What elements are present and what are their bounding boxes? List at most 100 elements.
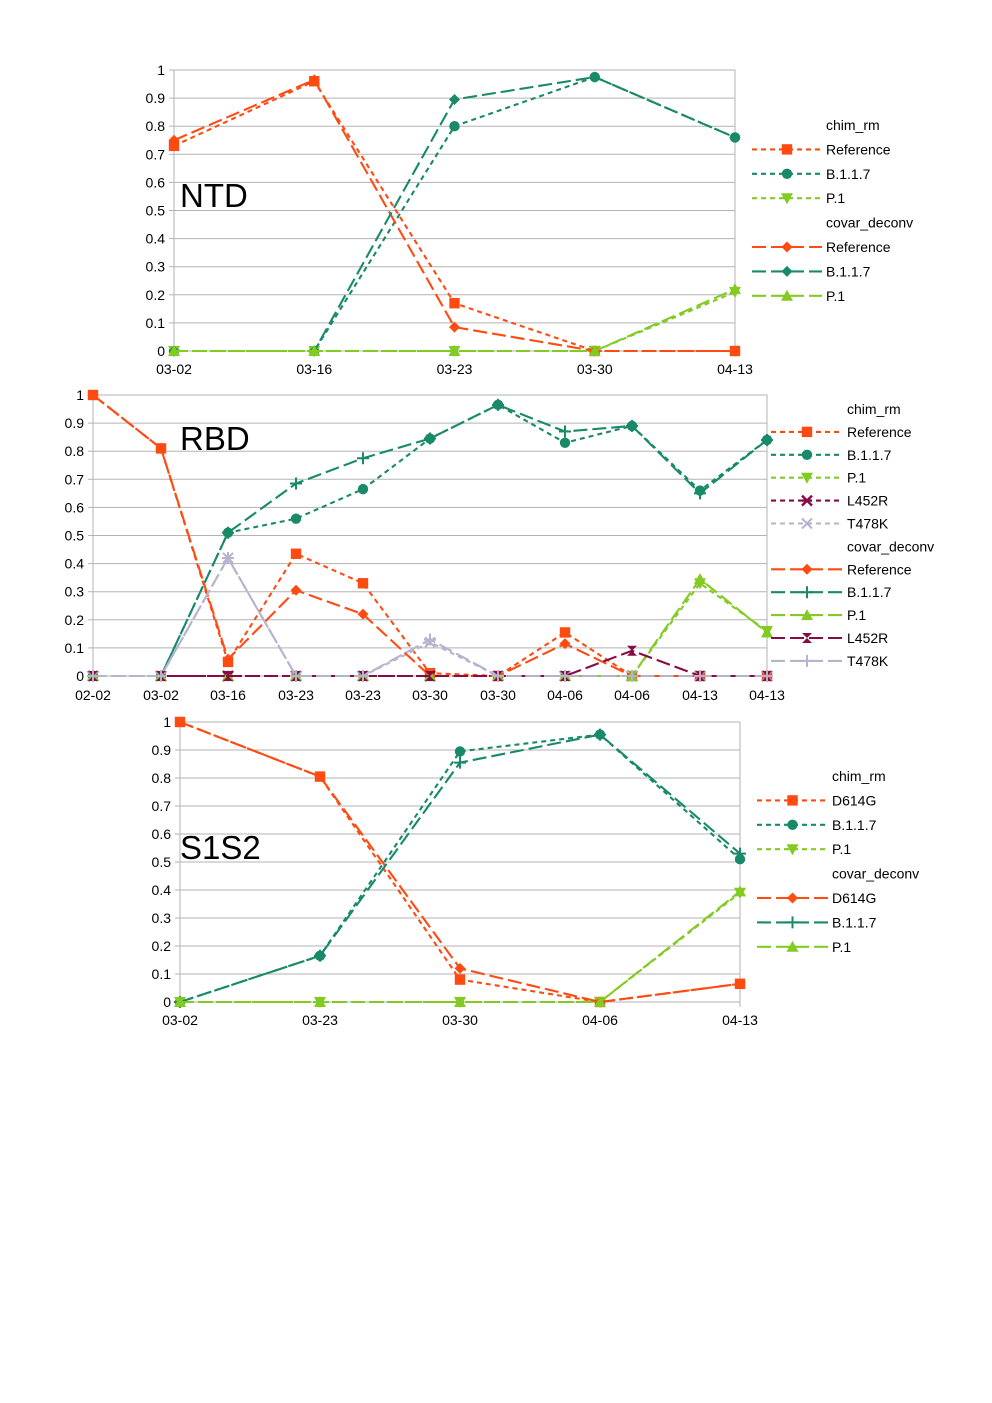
legend-swatch-marker	[786, 940, 799, 952]
y-axis: 0 0.1 0.2 0.3 0.4 0.5 0.6 0.7 0.8 0.9 1	[65, 387, 93, 684]
y-tick-label: 0.7	[152, 798, 172, 814]
data-point	[424, 432, 436, 445]
y-tick-label: 0.2	[146, 287, 166, 303]
data-point	[290, 584, 302, 596]
legend-label: B.1.1.7	[847, 447, 892, 463]
data-point	[222, 653, 234, 665]
legend-swatch-marker	[786, 916, 799, 929]
y-tick-label: 0	[163, 994, 171, 1010]
y-tick-label: 0.9	[152, 742, 172, 758]
y-tick-label: 0.8	[65, 443, 85, 459]
series-covar-deconv-p-1	[174, 885, 746, 1007]
y-tick-label: 0.4	[146, 231, 166, 247]
y-tick-label: 0.7	[146, 146, 166, 162]
legend-group-header: chim_rm	[847, 401, 901, 417]
legend-label: T478K	[847, 653, 889, 669]
data-point	[314, 949, 326, 962]
data-point	[87, 670, 99, 682]
y-tick-label: 0.2	[65, 612, 85, 628]
y-tick-label: 1	[76, 387, 84, 403]
data-point	[155, 442, 167, 454]
legend-swatch-marker	[801, 426, 813, 438]
y-tick-label: 0.4	[152, 882, 172, 898]
legend-item-covar-deconv-p-1: P.1	[757, 939, 851, 955]
legend-item-covar-deconv-t478k: T478K	[771, 653, 889, 669]
data-point	[290, 548, 302, 559]
legend-item-chim-rm-l452r: L452R	[771, 493, 888, 509]
x-tick-label: 03-30	[412, 687, 448, 703]
x-tick-label: 03-16	[296, 361, 332, 377]
legend-item-chim-rm-p-1: P.1	[752, 190, 845, 206]
data-point	[357, 670, 369, 682]
data-point	[454, 974, 466, 985]
data-point	[589, 71, 601, 83]
legend-label: P.1	[826, 288, 845, 304]
data-point	[168, 140, 180, 152]
series-chim-rm-b-1-1-7-line	[174, 75, 736, 353]
series-covar-deconv-reference-line	[173, 78, 735, 353]
legend-label: P.1	[832, 939, 851, 955]
data-point	[694, 487, 706, 500]
data-point	[87, 389, 99, 401]
legend-label: Reference	[826, 239, 891, 255]
legend-label: B.1.1.7	[832, 914, 877, 930]
series-covar-deconv-t478k-line	[93, 556, 767, 678]
legend-label: L452R	[847, 493, 888, 509]
x-tick-label: 03-02	[162, 1012, 198, 1028]
data-point	[626, 670, 638, 682]
x-tick-label: 04-06	[614, 687, 650, 703]
data-point	[223, 671, 233, 681]
data-point	[168, 134, 180, 146]
series-covar-deconv-b-1-1-7-line	[93, 403, 768, 678]
y-tick-label: 0.4	[65, 556, 85, 572]
x-tick-label: 03-23	[278, 687, 314, 703]
data-point	[734, 885, 746, 897]
chart-title: RBD	[180, 420, 250, 457]
data-point	[559, 627, 571, 638]
data-point	[454, 756, 466, 769]
y-tick-label: 0.3	[152, 910, 172, 926]
series-chim-rm-b-1-1-7-line	[179, 733, 741, 1003]
legend-label: T478K	[847, 516, 889, 532]
legend-group-header: chim_rm	[832, 768, 886, 784]
x-tick-label: 03-30	[480, 687, 516, 703]
legend-label: B.1.1.7	[832, 817, 877, 833]
y-tick-label: 0.8	[146, 118, 166, 134]
legend-label: B.1.1.7	[826, 263, 871, 279]
legend-swatch-marker	[787, 795, 798, 806]
legend-swatch-marker	[801, 449, 813, 460]
data-point	[454, 746, 466, 757]
y-tick-label: 0.5	[152, 854, 172, 870]
series-chim-rm-t478k	[87, 552, 773, 682]
y-tick-label: 0.9	[146, 90, 166, 106]
y-tick-label: 0.2	[152, 938, 172, 954]
data-point	[290, 513, 302, 524]
data-point	[425, 671, 435, 681]
y-tick-label: 0.5	[146, 203, 166, 219]
data-point	[559, 638, 571, 650]
legend-swatch-marker	[801, 563, 813, 575]
chart-rbd: 0 0.1 0.2 0.3 0.4 0.5 0.6 0.7 0.8 0.9 1 02-02 03-02 0…	[65, 387, 935, 703]
legend-label: P.1	[832, 841, 851, 857]
data-point	[492, 670, 504, 682]
legend-item-chim-rm-p-1: P.1	[757, 841, 851, 857]
legend-item-chim-rm-reference: Reference	[752, 141, 891, 157]
legend: chim_rm Reference B.1.1.7 P.1 L452R T478K cova…	[771, 401, 934, 669]
legend-swatch-marker	[781, 144, 793, 155]
legend-swatch-marker	[801, 609, 813, 621]
data-point	[290, 670, 302, 682]
x-axis: 03-02 03-23 03-30 04-06 04-13	[162, 1002, 758, 1028]
data-point	[761, 626, 773, 638]
legend-item-covar-deconv-p-1: P.1	[771, 607, 866, 623]
legend-swatch-marker	[801, 517, 813, 530]
data-point	[290, 477, 302, 490]
data-point	[694, 573, 706, 585]
y-tick-label: 0.1	[65, 640, 85, 656]
data-point	[449, 121, 460, 132]
data-point	[449, 321, 460, 333]
data-point	[357, 452, 369, 465]
data-point	[694, 670, 706, 682]
gridlines	[174, 69, 735, 352]
